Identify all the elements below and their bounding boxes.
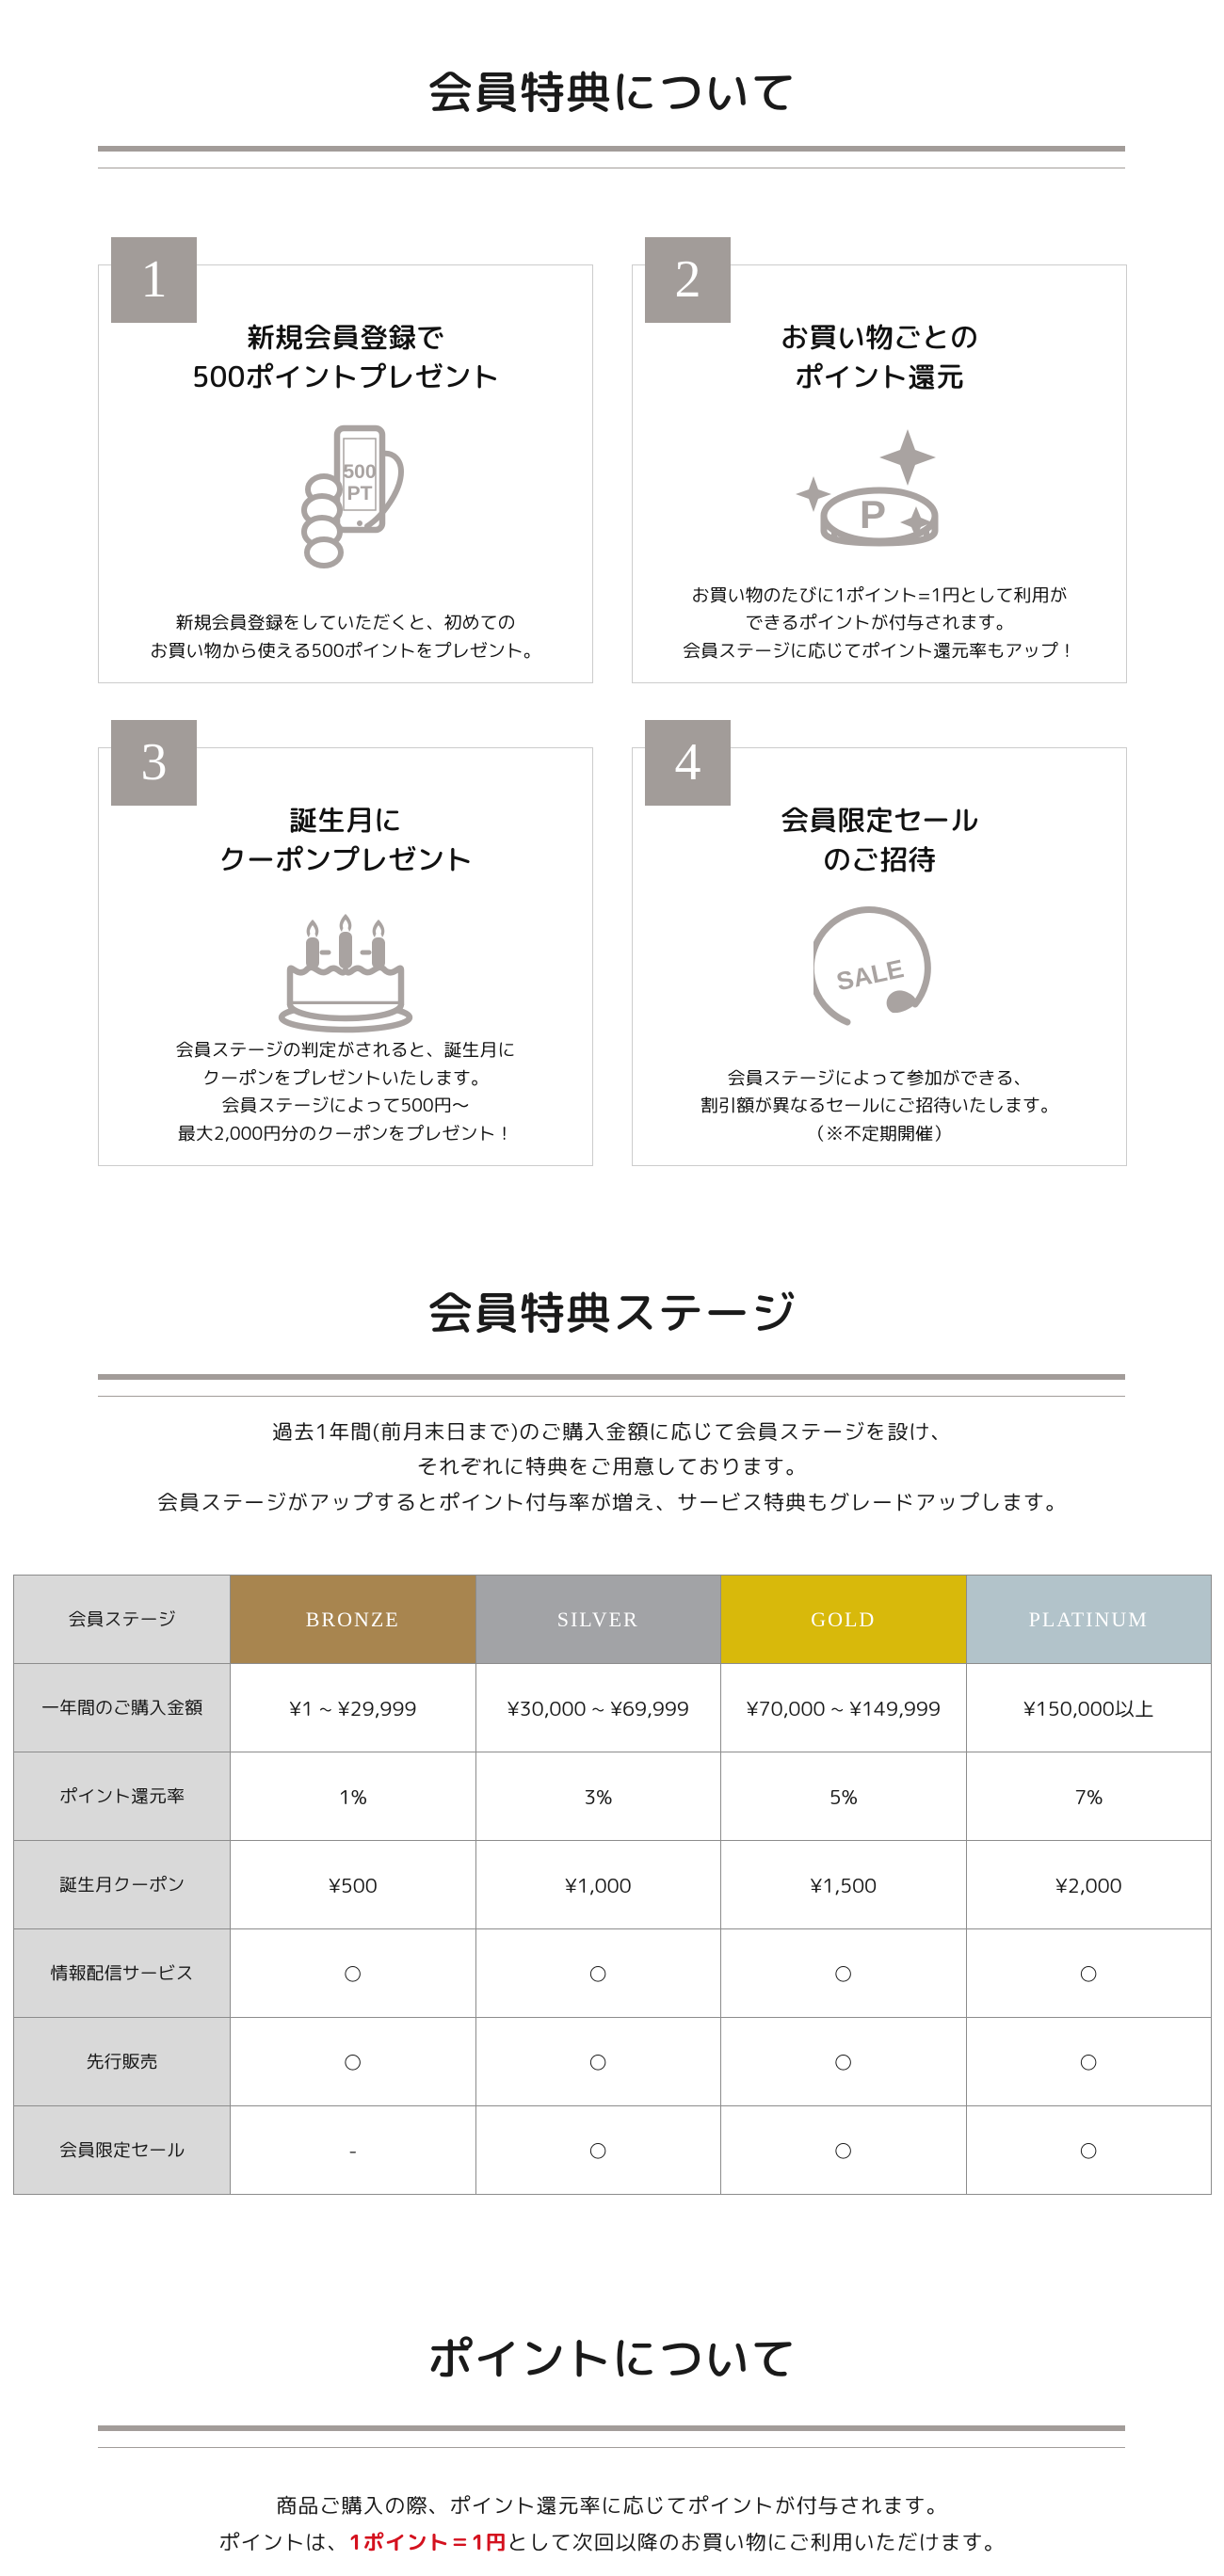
svg-text:PT: PT — [347, 483, 373, 504]
svg-text:500: 500 — [343, 461, 376, 483]
svg-text:SALE: SALE — [834, 954, 907, 996]
svg-text:P: P — [859, 492, 885, 536]
